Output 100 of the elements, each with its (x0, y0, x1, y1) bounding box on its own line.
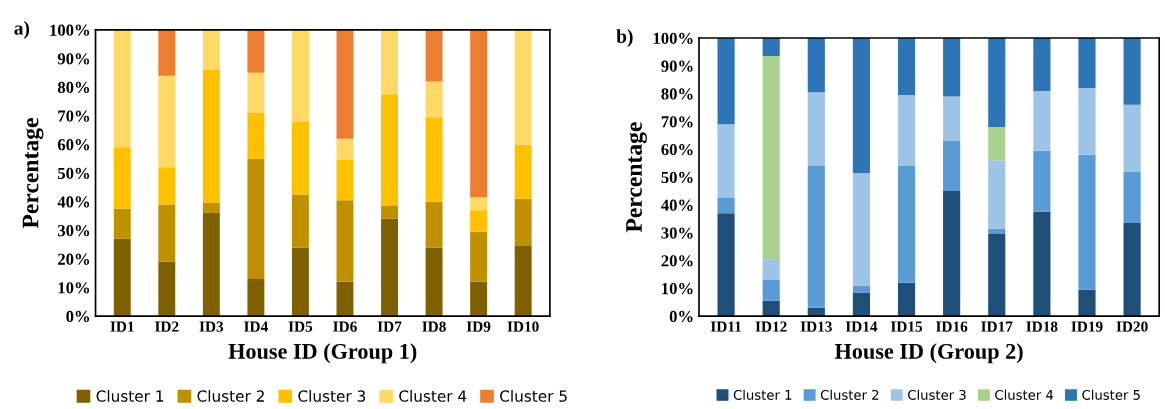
y-tick-label: 90% (661, 60, 693, 72)
x-tick-label: ID4 (244, 321, 268, 332)
y-tick-label: 50% (58, 167, 90, 180)
y-tick-label: 80% (661, 88, 693, 100)
bar (717, 38, 735, 125)
bar (1033, 150, 1051, 212)
legend-label: Cluster 5 (1082, 389, 1140, 400)
legend-label: Cluster 3 (298, 390, 366, 402)
x-tick-label: ID3 (199, 321, 224, 332)
y-tick-label: 100% (50, 24, 90, 36)
bar (762, 56, 780, 260)
y-tick-label: 100% (653, 32, 693, 45)
x-axis-title: House ID (Group 2) (834, 343, 1023, 364)
text: b) (616, 29, 633, 47)
y-tick-label: 10% (662, 283, 693, 295)
bar (1078, 88, 1096, 155)
legend-label: Cluster 2 (197, 390, 264, 402)
y-tick-label: 30% (57, 224, 90, 237)
bar (336, 200, 354, 282)
bar (1033, 90, 1051, 151)
bar (381, 94, 398, 206)
bar (291, 121, 309, 195)
bar (470, 281, 488, 317)
x-tick-label: ID1 (110, 321, 134, 332)
bar (762, 259, 780, 280)
bar (717, 124, 735, 198)
x-tick-label: ID6 (333, 321, 357, 332)
bar (988, 160, 1006, 229)
bar (1123, 104, 1141, 172)
y-tick-label: 20% (58, 253, 90, 265)
bar (470, 197, 488, 211)
bar (1033, 38, 1051, 91)
y-tick-label: 0% (66, 310, 90, 323)
x-tick-label: ID7 (377, 321, 402, 332)
x-tick-label: ID12 (755, 321, 787, 332)
x-tick-label: ID17 (981, 321, 1013, 332)
bar (470, 29, 488, 198)
x-tick-label: ID2 (155, 321, 179, 332)
bar (381, 29, 398, 95)
bar (202, 69, 220, 204)
bar (897, 165, 916, 283)
bar (514, 198, 532, 247)
bar (1078, 38, 1096, 89)
bar (514, 246, 532, 317)
bar (336, 29, 354, 139)
x-tick-label: ID5 (288, 321, 313, 332)
y-tick-label: 80% (57, 81, 90, 94)
y-tick-label: 0% (669, 310, 693, 323)
bar (762, 38, 780, 57)
bar (425, 81, 443, 118)
bar (897, 282, 916, 317)
bar (336, 281, 354, 317)
legend-label: Cluster 5 (500, 390, 567, 402)
bar (381, 218, 398, 317)
legend-label: Cluster 4 (399, 390, 467, 402)
bar (1033, 211, 1051, 317)
bar (852, 172, 870, 286)
bar (158, 29, 176, 76)
bar (336, 160, 354, 201)
bar (852, 38, 870, 173)
bar (1078, 289, 1096, 317)
y-tick-label: 60% (661, 143, 693, 156)
bar (852, 285, 870, 293)
bar (1078, 154, 1096, 290)
bar (1123, 222, 1141, 317)
bar (988, 38, 1006, 128)
bar (762, 300, 780, 317)
bar (425, 247, 443, 317)
bar (807, 165, 825, 308)
bar (291, 194, 309, 248)
bar (113, 238, 131, 317)
x-tick-label: ID9 (466, 321, 491, 332)
y-tick-label: 90% (57, 53, 90, 65)
bar (514, 29, 532, 145)
bar (247, 278, 265, 317)
bar (1123, 171, 1141, 223)
bar (988, 127, 1006, 161)
x-tick-label: ID19 (1071, 321, 1103, 332)
x-tick-label: ID13 (800, 321, 832, 332)
bar (202, 29, 220, 70)
y-tick-label: 20% (661, 255, 693, 267)
bar (807, 92, 825, 166)
bar (943, 191, 961, 317)
legend-label: Cluster 3 (908, 389, 966, 400)
y-tick-label: 60% (57, 139, 90, 151)
x-tick-label: ID20 (1116, 321, 1148, 332)
bar (470, 210, 488, 232)
bar (158, 75, 176, 168)
y-tick-label: 40% (57, 196, 90, 208)
bar (247, 29, 265, 73)
x-axis-title: House ID (Group 1) (228, 343, 417, 364)
bar (336, 138, 354, 161)
bar (158, 204, 176, 262)
legend-label: Cluster 2 (820, 389, 879, 400)
y-tick-label: 70% (661, 116, 693, 128)
x-tick-label: ID8 (422, 321, 446, 332)
bar (762, 280, 780, 301)
y-axis-title: Percentage (626, 122, 647, 233)
legend-label: Cluster 4 (995, 389, 1054, 400)
bar (247, 112, 265, 159)
